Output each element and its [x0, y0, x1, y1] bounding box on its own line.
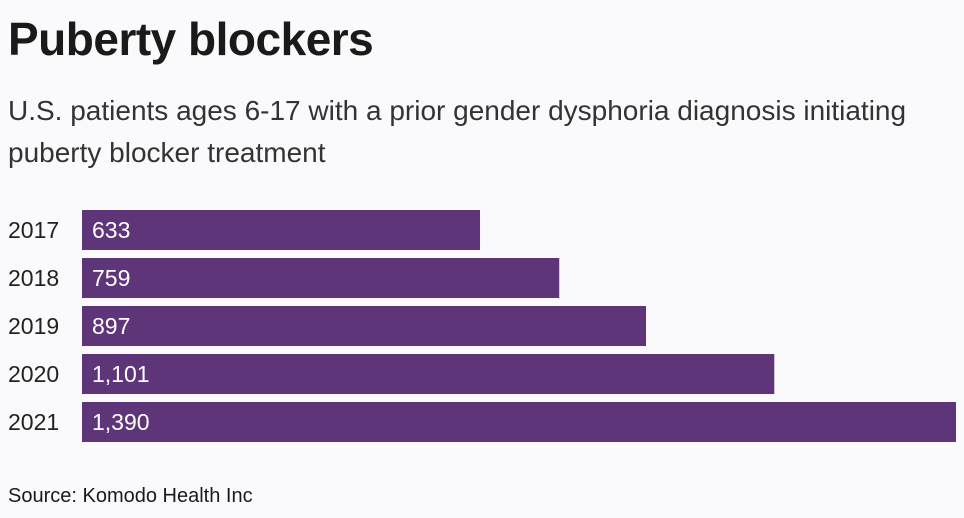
- bar-value-label: 633: [92, 217, 130, 243]
- y-tick-label: 2020: [8, 361, 59, 387]
- y-tick-label: 2019: [8, 313, 59, 339]
- y-tick-label: 2017: [8, 217, 59, 243]
- y-tick-label: 2018: [8, 265, 59, 291]
- bar-chart: 2017 633 2018 759 2019 897 2020 1,101 2021 1,390: [0, 200, 964, 450]
- bar-value-label: 897: [92, 313, 130, 339]
- bar-2018: [82, 258, 560, 298]
- bar-2020: [82, 354, 775, 394]
- bar-value-label: 1,390: [92, 409, 150, 435]
- bar-2017: [82, 210, 481, 250]
- chart-title: Puberty blockers: [8, 13, 374, 65]
- bar-chart-svg: 2017 633 2018 759 2019 897 2020 1,101 2021 1,390: [8, 210, 956, 442]
- bar-value-label: 1,101: [92, 361, 150, 387]
- y-tick-label: 2021: [8, 409, 59, 435]
- source-note: Source: Komodo Health Inc: [8, 485, 253, 507]
- bar-value-label: 759: [92, 265, 130, 291]
- chart-subtitle: U.S. patients ages 6-17 with a prior gen…: [8, 95, 907, 168]
- bar-2019: [82, 306, 647, 346]
- bar-2021: [82, 402, 956, 442]
